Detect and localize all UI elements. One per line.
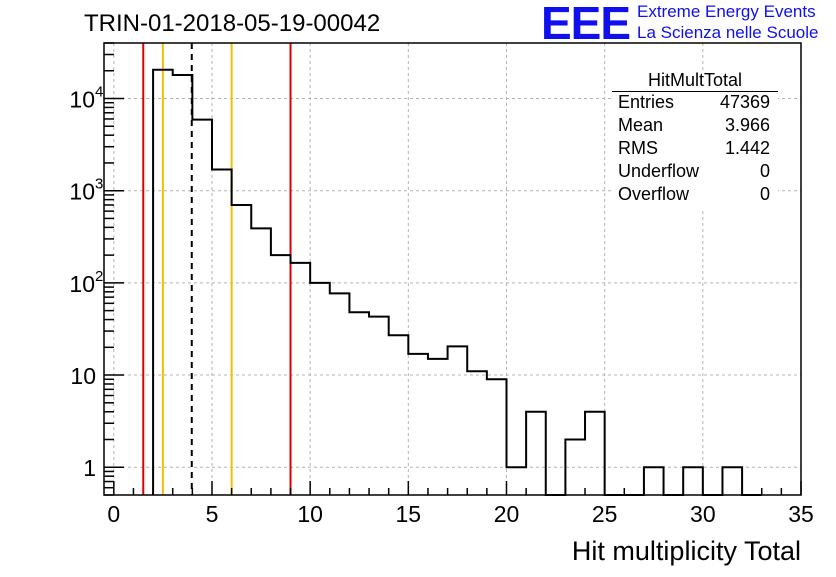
stats-value: 0 (759, 161, 770, 181)
histogram-bin (585, 412, 605, 495)
histogram-bin (153, 70, 173, 495)
histogram-bin (448, 346, 468, 495)
histogram-bin (251, 228, 271, 495)
stats-key: Underflow (618, 161, 700, 181)
histogram-bin (644, 467, 664, 495)
histogram-bin (212, 169, 232, 495)
histogram-bin (369, 317, 389, 495)
x-tick-label: 0 (107, 501, 120, 527)
stats-value: 3.966 (724, 115, 770, 135)
y-tick-label: 10 (69, 87, 95, 113)
histogram-bin (232, 205, 252, 495)
histogram-bin (310, 283, 330, 495)
stats-title: HitMultTotal (647, 70, 743, 90)
stats-value: 1.442 (724, 138, 770, 158)
stats-key: RMS (618, 138, 658, 158)
chart-title: TRIN-01-2018-05-19-00042 (84, 10, 381, 37)
stats-key: Mean (618, 115, 664, 135)
x-tick-label: 25 (592, 501, 618, 527)
eee-logo-line1: Extreme Energy Events (637, 2, 816, 21)
x-tick-label: 20 (494, 501, 520, 527)
y-tick-label-exponent: 3 (95, 176, 103, 193)
x-tick-label: 15 (396, 501, 422, 527)
stats-row-entries: Entries 47369 (618, 92, 770, 114)
x-axis-label: Hit multiplicity Total (572, 536, 801, 566)
histogram-bin (565, 439, 585, 495)
histogram-bin (428, 359, 448, 495)
plot-frame (103, 42, 802, 496)
x-tick-label: 30 (690, 501, 716, 527)
eee-logo: EEE (541, 0, 631, 49)
stats-row-overflow: Overflow 0 (618, 184, 770, 206)
stats-box: HitMultTotal Entries 47369 Mean 3.966 RM… (612, 70, 778, 210)
y-tick-label-exponent: 4 (95, 84, 103, 101)
histogram-bin (389, 335, 409, 495)
histogram-bin (506, 467, 526, 495)
x-tick-label: 5 (206, 501, 219, 527)
x-tick-label: 35 (788, 501, 814, 527)
histogram-bin (683, 467, 703, 495)
histogram-bin (722, 467, 742, 495)
histogram-bin (173, 75, 193, 495)
eee-logo-line2: La Scienza nelle Scuole (637, 23, 819, 42)
x-tick-label: 10 (297, 501, 323, 527)
histogram-bin (467, 371, 487, 495)
y-tick-label: 10 (69, 179, 95, 205)
histogram-outline (152, 68, 762, 496)
stats-value: 0 (759, 184, 770, 204)
stats-row-mean: Mean 3.966 (618, 115, 770, 137)
histogram-bin (330, 293, 350, 495)
y-tick-label: 1 (83, 455, 96, 481)
histogram-bin (192, 120, 212, 495)
histogram-bin (349, 312, 369, 495)
y-tick-label: 10 (70, 363, 96, 389)
y-tick-label: 10 (69, 271, 95, 297)
histogram-bin (271, 255, 291, 495)
stats-value: 47369 (719, 92, 770, 112)
stats-key: Entries (618, 92, 675, 112)
stats-row-rms: RMS 1.442 (618, 138, 770, 160)
stats-row-underflow: Underflow 0 (618, 161, 770, 183)
stats-title-underline (612, 91, 778, 92)
histogram-bin (291, 263, 311, 495)
histogram-bin (526, 412, 546, 495)
histogram-bin (487, 379, 507, 495)
histogram-bin (408, 354, 428, 495)
stats-key: Overflow (618, 184, 690, 204)
y-tick-label-exponent: 2 (95, 268, 103, 285)
